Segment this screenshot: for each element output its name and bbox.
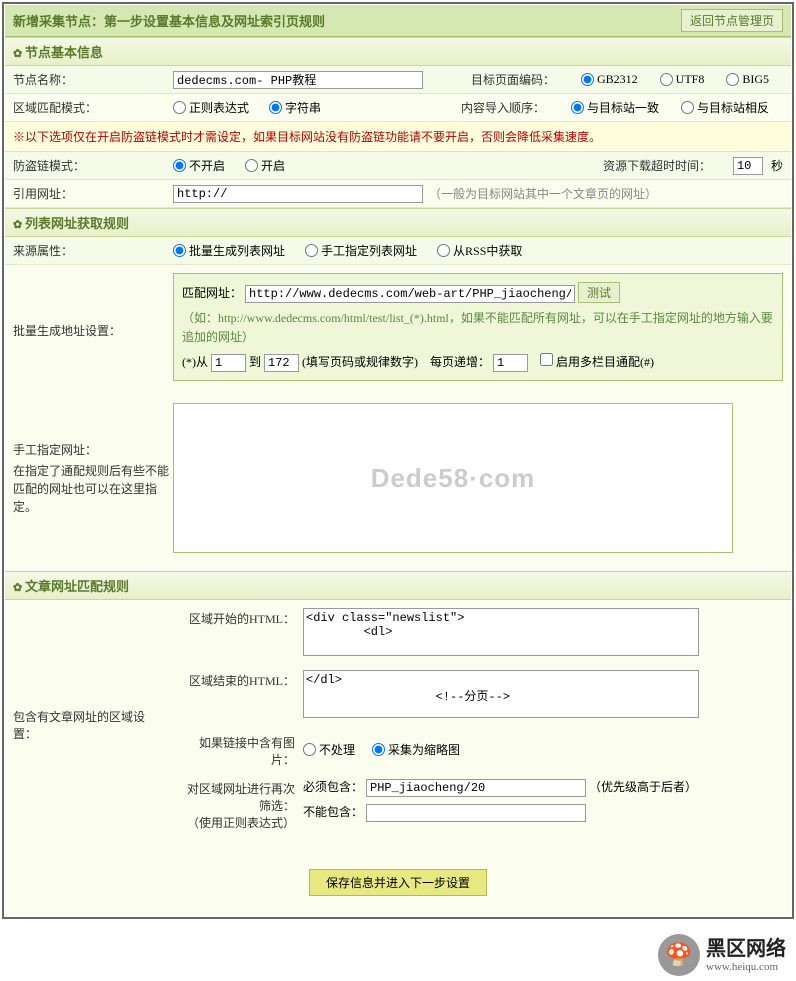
source-batch-option[interactable]: 批量生成列表网址 [173,242,285,259]
antitheft-off-option[interactable]: 不开启 [173,157,225,174]
antitheft-label: 防盗链模式： [13,157,173,174]
order-reverse-option[interactable]: 与目标站相反 [681,99,769,116]
source-manual-option[interactable]: 手工指定列表网址 [305,242,417,259]
antitheft-on-option[interactable]: 开启 [245,157,285,174]
range-desc: (填写页码或规律数字) [302,355,418,369]
timeout-label: 资源下载超时时间： [603,157,733,174]
filter-note: （使用正则表达式） [183,814,295,831]
manual-url-block: 手工指定网址： 在指定了通配规则后有些不能匹配的网址也可以在这里指定。 Dede… [5,395,791,561]
priority-note: （优先级高于后者） [589,780,697,794]
batch-settings-block: 批量生成地址设置： 匹配网址： 测试 （如：http://www.dedecms… [5,265,791,395]
page-header: 新增采集节点：第一步设置基本信息及网址索引页规则 返回节点管理页 [5,5,791,37]
logo-en-text: www.heiqu.com [706,961,786,974]
referer-note: （一般为目标网站其中一个文章页的网址） [429,185,657,202]
section-list-rules-header: 列表网址获取规则 [5,208,791,237]
page-inc-input[interactable] [493,354,528,372]
node-name-input[interactable] [173,71,423,89]
section-article-match-header: 文章网址匹配规则 [5,571,791,600]
region-mode-label: 区域匹配模式： [13,99,173,116]
filter-label: 对区域网址进行再次筛选： [183,780,295,814]
source-rss-option[interactable]: 从RSS中获取 [437,242,522,259]
test-button[interactable]: 测试 [578,282,620,303]
node-name-label: 节点名称： [13,71,173,88]
section-basic-info-header: 节点基本信息 [5,37,791,66]
row-node-name: 节点名称： 目标页面编码： GB2312 UTF8 BIG5 [5,66,791,94]
footer-logo: 🍄 黑区网络 www.heiqu.com [0,921,796,981]
referer-input[interactable] [173,185,423,203]
img-skip-option[interactable]: 不处理 [303,741,355,758]
save-button[interactable]: 保存信息并进入下一步设置 [309,869,487,896]
timeout-unit: 秒 [771,157,783,174]
match-url-input[interactable] [245,285,575,303]
multi-col-option[interactable]: 启用多栏目通配(#) [540,355,654,369]
range-prefix: (*)从 [182,355,208,369]
range-to-label: 到 [249,355,261,369]
range-from-input[interactable] [211,354,246,372]
row-referer: 引用网址： （一般为目标网站其中一个文章页的网址） [5,180,791,208]
img-link-label: 如果链接中含有图片： [183,732,303,768]
row-antitheft: 防盗链模式： 不开启 开启 资源下载超时时间： 秒 [5,152,791,180]
row-region-mode: 区域匹配模式： 正则表达式 字符串 内容导入顺序： 与目标站一致 与目标站相反 [5,94,791,122]
must-contain-label: 必须包含： [303,780,363,794]
source-label: 来源属性： [13,242,173,259]
start-html-label: 区域开始的HTML： [183,608,303,627]
save-area: 保存信息并进入下一步设置 [5,849,791,916]
mode-regex-option[interactable]: 正则表达式 [173,99,249,116]
watermark-text: Dede58·com [371,463,536,494]
referer-label: 引用网址： [13,185,173,202]
img-thumb-option[interactable]: 采集为缩略图 [372,741,460,758]
mode-string-option[interactable]: 字符串 [269,99,321,116]
encoding-label: 目标页面编码： [471,71,581,88]
manual-note: 在指定了通配规则后有些不能匹配的网址也可以在这里指定。 [13,462,173,516]
encoding-big5-option[interactable]: BIG5 [726,72,769,87]
end-html-label: 区域结束的HTML： [183,670,303,689]
batch-label: 批量生成地址设置： [13,273,173,387]
logo-cn-text: 黑区网络 [706,937,786,961]
manual-url-textarea[interactable]: Dede58·com [173,403,733,553]
mushroom-icon: 🍄 [658,934,700,976]
batch-note: （如：http://www.dedecms.com/html/test/list… [182,309,774,347]
encoding-utf8-option[interactable]: UTF8 [660,72,705,87]
not-contain-label: 不能包含： [303,805,363,819]
batch-config-box: 匹配网址： 测试 （如：http://www.dedecms.com/html/… [173,273,783,381]
start-html-textarea[interactable] [303,608,699,656]
encoding-gb2312-option[interactable]: GB2312 [581,72,638,87]
article-match-block: 包含有文章网址的区域设置： 区域开始的HTML： 区域结束的HTML： 如果链接… [5,600,791,849]
page-inc-label: 每页递增： [430,355,490,369]
manual-label: 手工指定网址： [13,441,173,458]
end-html-textarea[interactable] [303,670,699,718]
back-button[interactable]: 返回节点管理页 [681,9,783,32]
antitheft-warning: ※以下选项仅在开启防盗链模式时才需设定，如果目标网站没有防盗链功能请不要开启，否… [5,122,791,152]
timeout-input[interactable] [733,157,763,175]
row-source-type: 来源属性： 批量生成列表网址 手工指定列表网址 从RSS中获取 [5,237,791,265]
not-contain-input[interactable] [366,804,586,822]
range-to-input[interactable] [264,354,299,372]
content-order-label: 内容导入顺序： [461,99,571,116]
match-url-label: 匹配网址： [182,286,242,300]
order-same-option[interactable]: 与目标站一致 [571,99,659,116]
must-contain-input[interactable] [366,779,586,797]
page-title: 新增采集节点：第一步设置基本信息及网址索引页规则 [13,11,325,30]
area-settings-label: 包含有文章网址的区域设置： [5,600,175,849]
